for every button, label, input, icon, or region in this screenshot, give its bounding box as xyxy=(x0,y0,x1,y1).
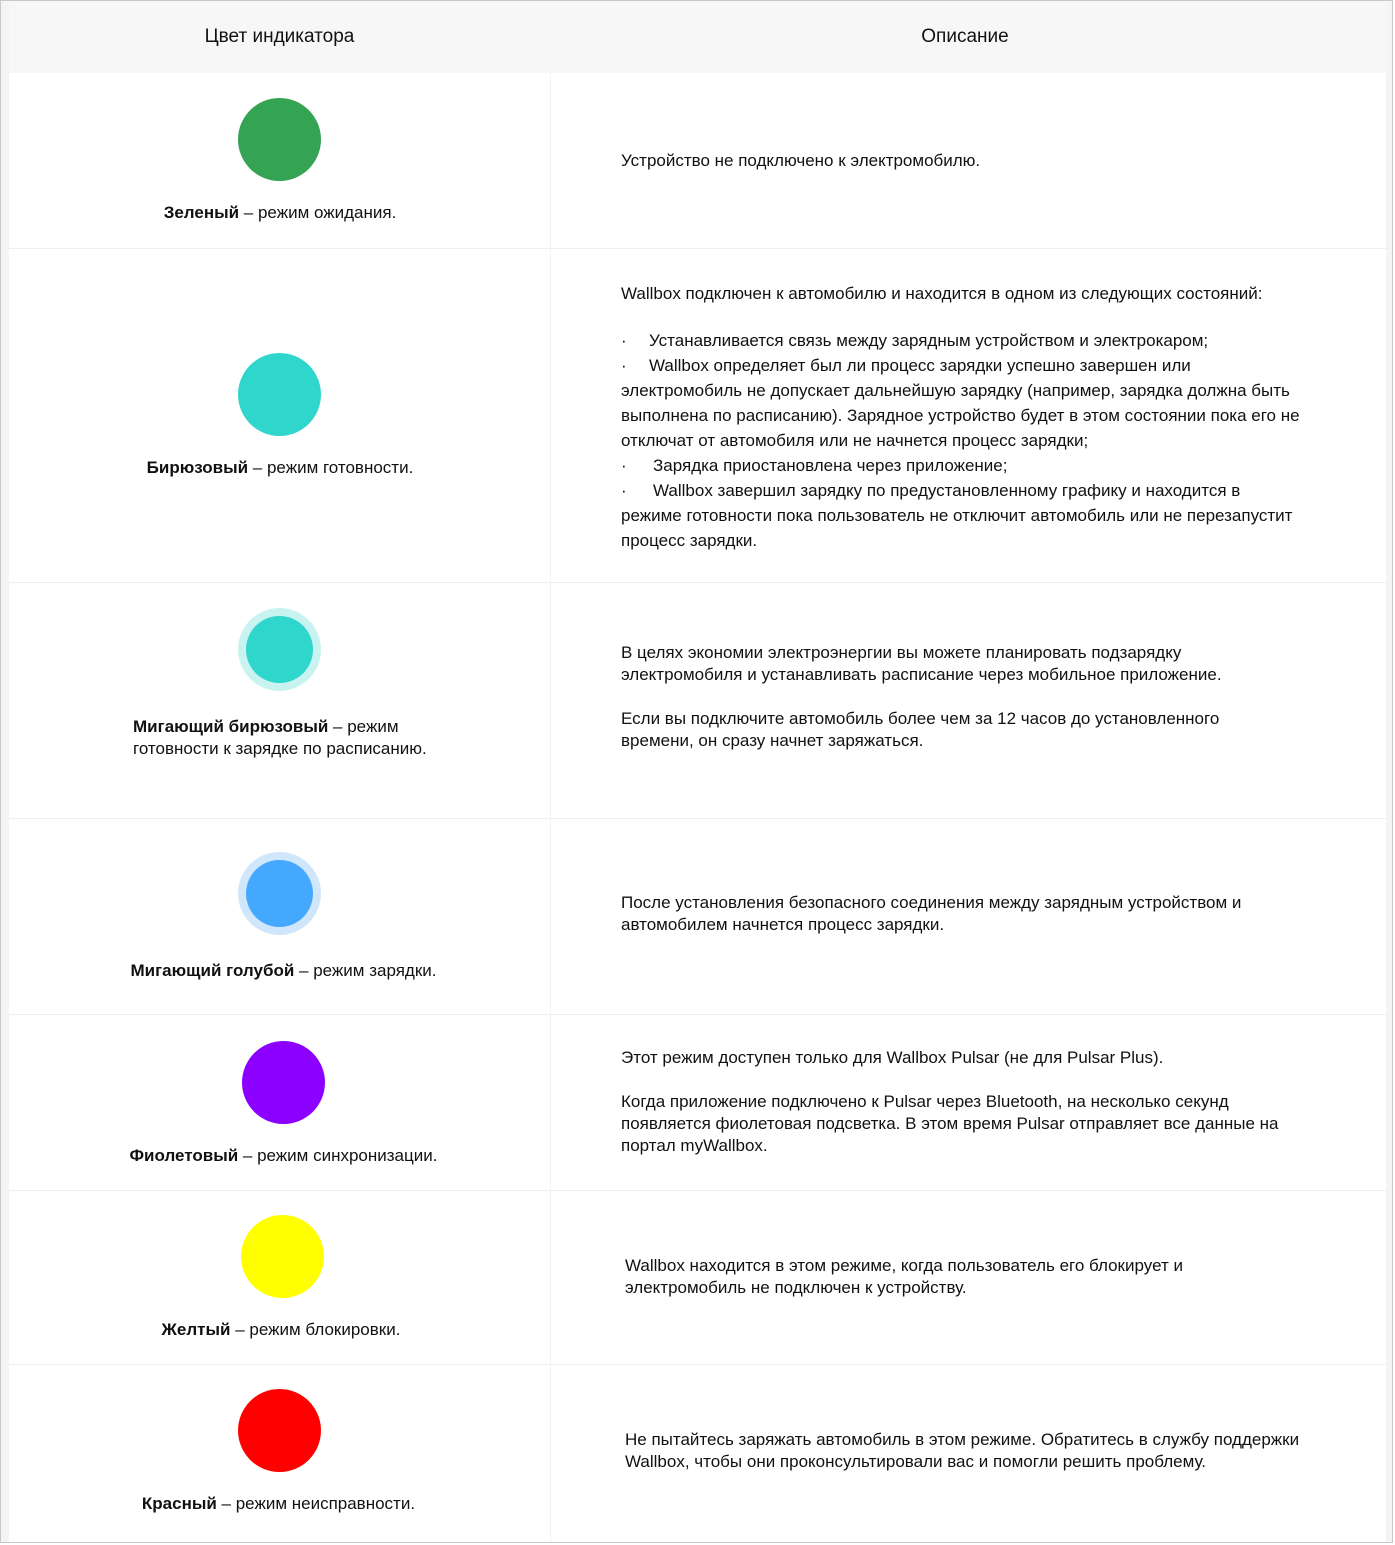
indicator-description: Этот режим доступен только для Wallbox P… xyxy=(621,1048,1279,1155)
indicator-description: Не пытайтесь заряжать автомобиль в этом … xyxy=(625,1430,1300,1471)
table-row xyxy=(9,583,1388,819)
indicator-description: В целях экономии электроэнергии вы может… xyxy=(621,643,1222,750)
table-row xyxy=(9,819,1388,1015)
right-edge-strip xyxy=(1386,1,1392,1542)
red-indicator-icon xyxy=(238,1389,321,1472)
indicator-description: Wallbox подключен к автомобилю и находит… xyxy=(621,281,1311,553)
indicator-caption: Мигающий голубой – режим зарядки. xyxy=(130,961,437,980)
list-item: · Wallbox завершил зарядку по предустанов… xyxy=(621,481,1241,500)
indicator-description: Устройство не подключено к электромобилю… xyxy=(621,151,981,170)
indicator-caption: Бирюзовый – режим готовности. xyxy=(146,458,414,477)
header-color-column: Цвет индикатора xyxy=(204,26,355,47)
indicator-caption: Желтый – режим блокировки. xyxy=(161,1320,401,1339)
indicator-description: Wallbox находится в этом режиме, когда п… xyxy=(625,1256,1183,1297)
indicator-caption: Зеленый – режим ожидания. xyxy=(163,203,397,222)
table-header xyxy=(9,1,1388,73)
list-item: · Wallbox определяет был ли процесс заряд… xyxy=(621,356,1191,375)
indicator-caption: Фиолетовый – режим синхронизации. xyxy=(129,1146,438,1165)
turquoise-indicator-icon xyxy=(238,353,321,436)
green-indicator-icon xyxy=(238,98,321,181)
table-row xyxy=(9,1191,1388,1365)
blinking-blue-indicator-icon xyxy=(246,860,313,927)
table-row xyxy=(9,1015,1388,1191)
yellow-indicator-icon xyxy=(241,1215,324,1298)
left-edge-strip xyxy=(1,1,9,1542)
column-divider xyxy=(550,73,551,1542)
purple-indicator-icon xyxy=(242,1041,325,1124)
header-description-column: Описание xyxy=(921,26,1009,47)
table-row xyxy=(9,73,1388,249)
list-item: · Зарядка приостановлена через приложение… xyxy=(621,456,1008,475)
indicator-caption: Красный – режим неисправности. xyxy=(141,1494,416,1513)
indicator-description: После установления безопасного соединени… xyxy=(621,893,1242,934)
list-item: · Устанавливается связь между зарядным ус… xyxy=(621,331,1209,350)
table-row xyxy=(9,249,1388,583)
indicator-caption: Мигающий бирюзовый – режим готовности к … xyxy=(133,717,427,758)
blinking-turquoise-indicator-icon xyxy=(246,616,313,683)
